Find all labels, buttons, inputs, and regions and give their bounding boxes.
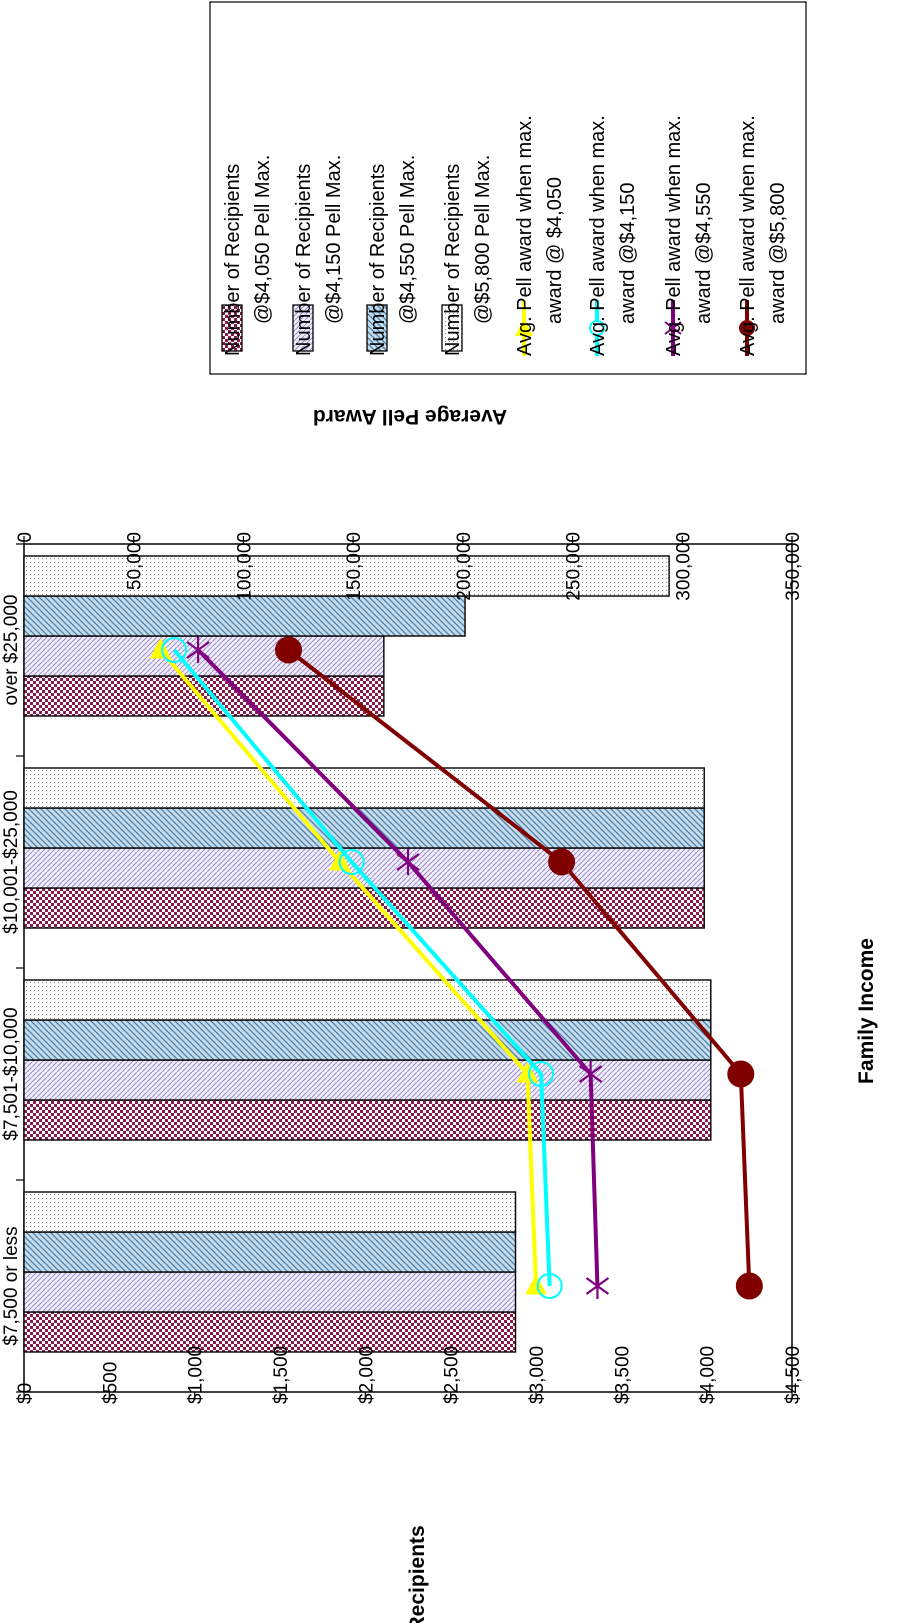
legend-swatch-2 — [292, 304, 314, 352]
marker-2-3 — [338, 849, 365, 875]
y-tick-label: 150,000 — [344, 532, 365, 601]
bar-3-1 — [23, 1231, 517, 1273]
y-tick-label: 100,000 — [234, 532, 255, 601]
legend-label-3-line2: @$4,550 Pell Max. — [397, 155, 419, 324]
y2-tick-label: $3,000 — [527, 1346, 548, 1404]
line-series-2 — [172, 648, 552, 1287]
legend-label-7-line2: award @$4,550 — [693, 182, 715, 324]
legend-marker-8 — [739, 320, 755, 336]
y2-tick-label: $500 — [100, 1362, 121, 1404]
bar-4-2 — [23, 979, 712, 1021]
marker-2-1 — [536, 1273, 563, 1299]
y-tick-label: 0 — [15, 532, 36, 543]
bar-4-3 — [23, 767, 705, 809]
bar-2-3 — [23, 847, 705, 889]
y-tick-label: 350,000 — [783, 532, 804, 601]
bar-3-3 — [23, 807, 705, 849]
legend-marker-7 — [664, 318, 682, 338]
legend-label-4-line2: @$5,800 Pell Max. — [472, 155, 494, 324]
x-axis-title: Family Income — [855, 938, 878, 1084]
legend-label-1: Number of Recipients — [222, 164, 244, 356]
marker-4-4 — [275, 636, 303, 664]
marker-3-4 — [186, 637, 210, 663]
y-axis-title: Pell Recipients — [406, 1525, 429, 1623]
line-series-4 — [287, 648, 752, 1287]
marker-2-2 — [528, 1061, 555, 1087]
bar-2-1 — [23, 1271, 517, 1313]
bar-3-4 — [23, 595, 466, 637]
y2-tick-label: $2,500 — [442, 1346, 463, 1404]
bar-2-2 — [23, 1059, 712, 1101]
y-tick-label: 250,000 — [564, 532, 585, 601]
legend-label-7: Avg. Pell award when max. — [663, 115, 685, 356]
legend-label-8: Avg. Pell award when max. — [737, 115, 759, 356]
y2-tick-label: $3,500 — [612, 1346, 633, 1404]
bar-4-4 — [23, 555, 670, 597]
y2-tick-label: $1,500 — [271, 1346, 292, 1404]
legend-marker-5 — [515, 318, 533, 336]
legend-label-5-line2: award @ $4,050 — [544, 177, 566, 324]
marker-4-1 — [735, 1272, 763, 1300]
marker-4-2 — [727, 1060, 755, 1088]
marker-2-4 — [161, 637, 188, 663]
legend-marker-6 — [589, 320, 605, 336]
marker-1-1 — [525, 1273, 547, 1295]
x-tick-label: $7,500 or less — [1, 1226, 22, 1345]
legend-swatch-1 — [221, 304, 243, 352]
legend-label-5: Avg. Pell award when max. — [514, 115, 536, 356]
marker-4-3 — [548, 848, 576, 876]
marker-1-4 — [149, 637, 172, 659]
legend-label-2-line2: @$4,150 Pell Max. — [323, 155, 345, 324]
plot-area — [16, 536, 793, 1400]
marker-3-3 — [396, 849, 420, 875]
y-tick-label: 50,000 — [125, 532, 146, 590]
legend-label-8-line2: award @$5,800 — [767, 182, 789, 324]
y-tick-label: 200,000 — [454, 532, 475, 601]
line-series-1 — [159, 648, 538, 1287]
legend-label-6-line2: award @$4,150 — [617, 182, 639, 324]
y2-tick-label: $4,000 — [698, 1346, 719, 1404]
y2-tick-label: $2,000 — [356, 1346, 377, 1404]
y-tick-label: 300,000 — [673, 532, 694, 601]
x-tick-label: over $25,000 — [1, 595, 22, 706]
y2-tick-label: $4,500 — [783, 1346, 804, 1404]
legend-swatch-4 — [441, 304, 463, 352]
legend-label-2: Number of Recipients — [293, 164, 315, 356]
line-series-3 — [196, 648, 600, 1287]
y2-tick-label: $0 — [15, 1383, 36, 1404]
legend-label-4: Number of Recipients — [442, 164, 464, 356]
x-tick-label: $7,501-$10,000 — [1, 1007, 22, 1140]
y2-axis-title: Average Pell Award — [313, 405, 507, 428]
marker-1-2 — [516, 1061, 539, 1083]
legend-label-1-line2: @$4,050 Pell Max. — [252, 155, 274, 324]
bar-1-2 — [23, 1099, 712, 1141]
legend-label-6: Avg. Pell award when max. — [587, 115, 609, 356]
legend-swatch-3 — [366, 304, 388, 352]
bar-4-1 — [23, 1191, 517, 1233]
bar-3-2 — [23, 1019, 712, 1061]
legend-label-3: Number of Recipients — [367, 164, 389, 356]
marker-3-2 — [578, 1061, 603, 1087]
marker-3-1 — [585, 1273, 610, 1299]
x-tick-label: $10,001-$25,000 — [1, 790, 22, 934]
y2-tick-label: $1,000 — [186, 1346, 207, 1404]
legend: Number of Recipients @$4,050 Pell Max. Num… — [209, 1, 807, 375]
